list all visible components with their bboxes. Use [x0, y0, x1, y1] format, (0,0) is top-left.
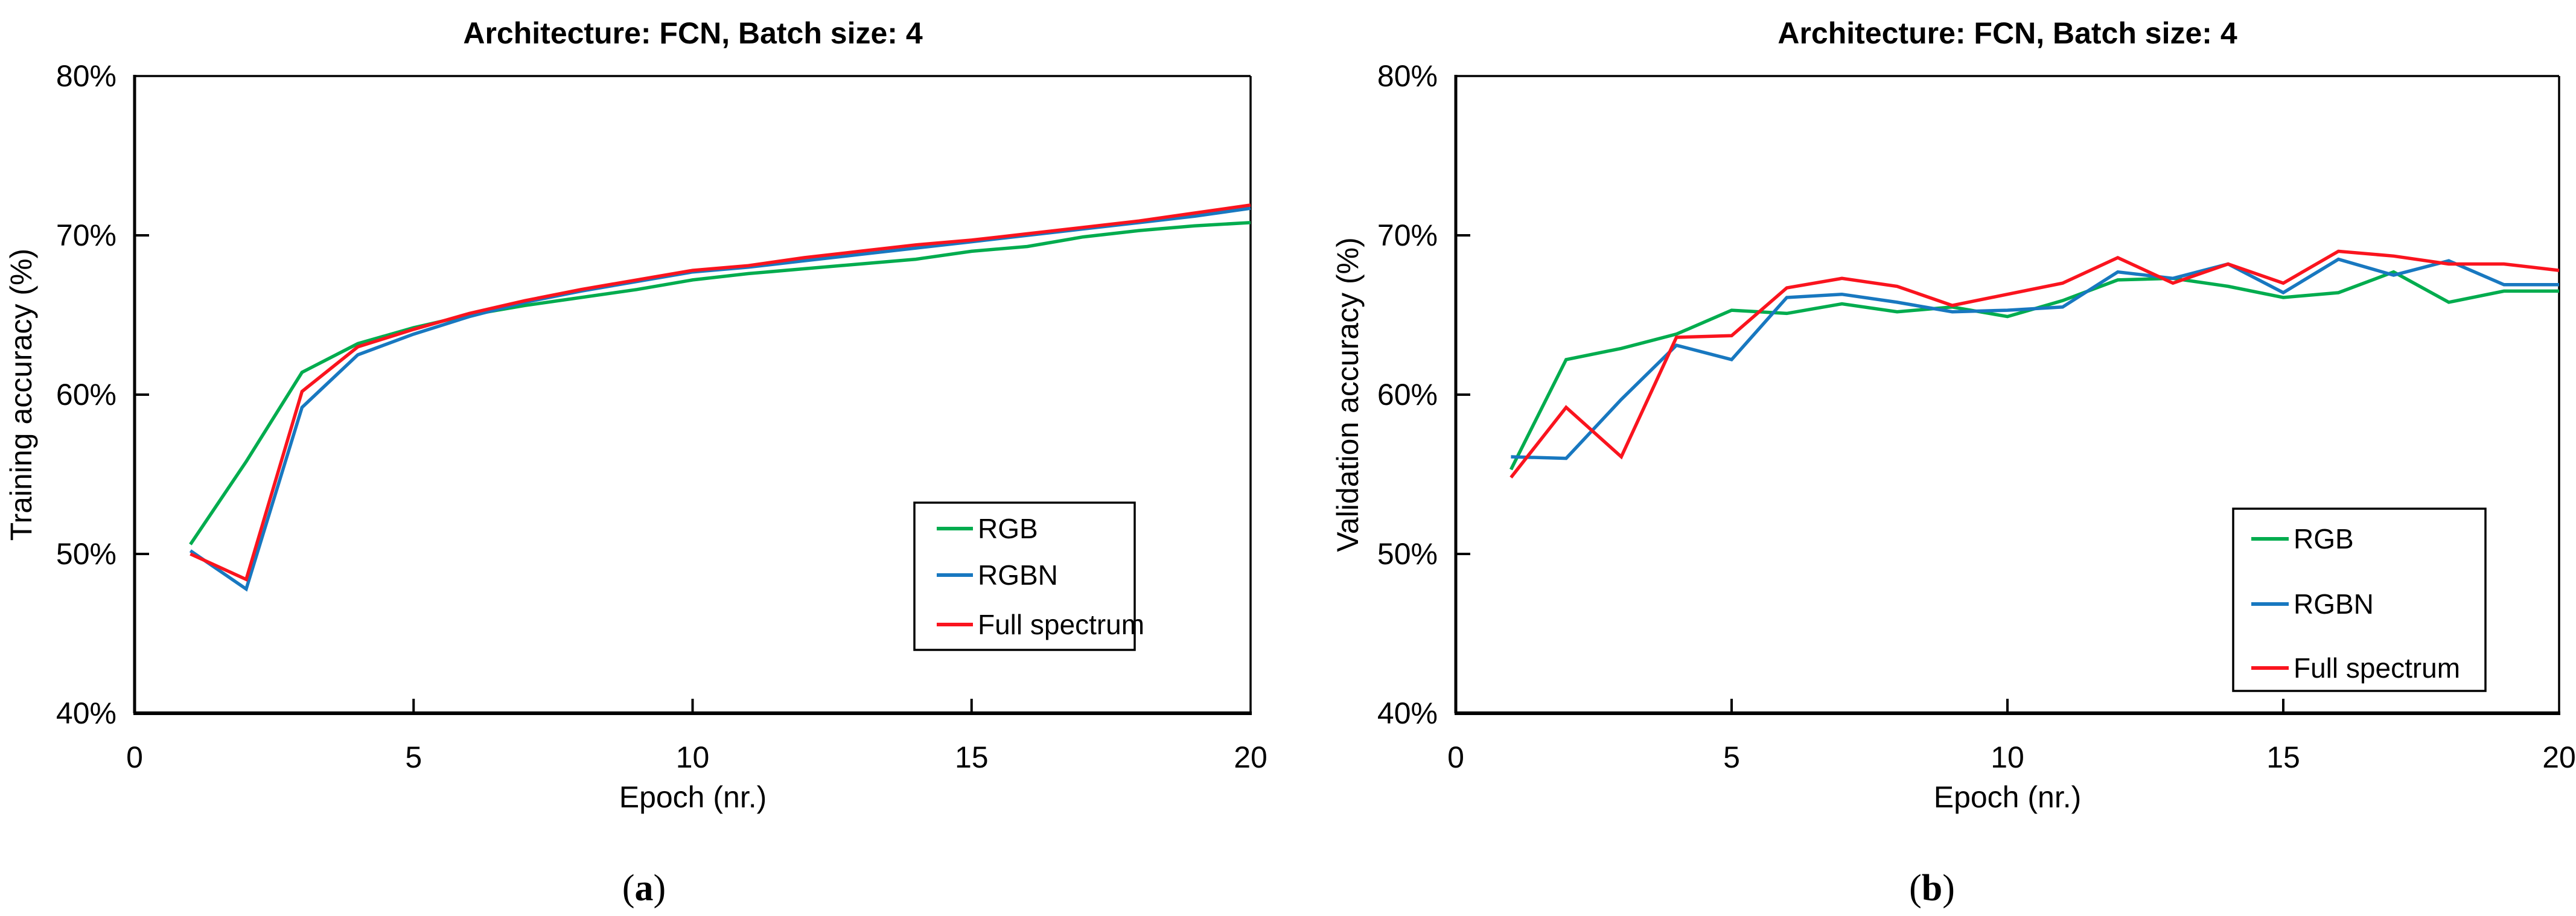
- series-lines: [1509, 249, 2560, 479]
- x-axis-title: Epoch (nr.): [1934, 780, 2082, 814]
- legend: RGB RGBN Full spectrum: [2232, 507, 2487, 692]
- y-tick-label: 60%: [56, 378, 116, 412]
- x-tick-label: 5: [405, 740, 422, 774]
- axis-ticks: 40% 50% 60% 70% 80% 0 5 10 15 20: [56, 59, 1267, 774]
- x-tick-label: 0: [1447, 740, 1464, 774]
- y-tick-label: 50%: [1377, 537, 1438, 571]
- x-tick-label: 20: [2542, 740, 2576, 774]
- x-axis-title: Epoch (nr.): [619, 780, 767, 814]
- x-tick-label: 15: [955, 740, 989, 774]
- caption-a: (a): [622, 868, 666, 909]
- legend-label: Full spectrum: [2294, 652, 2460, 684]
- y-tick-label: 40%: [56, 696, 116, 730]
- y-axis-title: Validation accuracy (%): [1331, 237, 1365, 552]
- x-tick-label: 10: [676, 740, 710, 774]
- series-line-full-spectrum: [190, 203, 1251, 582]
- y-tick-label: 60%: [1377, 378, 1438, 412]
- legend-label: RGB: [978, 513, 1038, 544]
- axis-ticks: 40% 50% 60% 70% 80% 0 5 10 15 20: [1377, 59, 2576, 774]
- x-tick-label: 20: [1234, 740, 1267, 774]
- y-axis-title: Training accuracy (%): [4, 249, 38, 541]
- plot-generated: 40% 50% 60% 70% 80% 0 5 10 15 20 RGB RGBN Full spect…: [1377, 59, 2576, 774]
- series-line-rgb: [1509, 270, 2559, 471]
- chart-title: Architecture: FCN, Batch size: 4: [1777, 16, 2237, 50]
- plot-generated: 40% 50% 60% 70% 80% 0 5 10 15 20 RGB RGBN Full spect…: [56, 59, 1267, 774]
- y-tick-label: 70%: [1377, 218, 1438, 252]
- training-chart-canvas: Architecture: FCN, Batch size: 4 Trainin…: [4, 16, 1267, 909]
- series-line-full-spectrum: [1510, 249, 2560, 479]
- legend-label: RGBN: [2294, 588, 2374, 620]
- validation-chart-canvas: Architecture: FCN, Batch size: 4 Validat…: [1331, 16, 2576, 909]
- x-tick-label: 0: [126, 740, 143, 774]
- x-tick-label: 5: [1723, 740, 1740, 774]
- panel-validation: Architecture: FCN, Batch size: 4 Validat…: [1288, 0, 2576, 916]
- series-lines: [189, 203, 1251, 592]
- series-line-rgb: [189, 221, 1251, 545]
- legend: RGB RGBN Full spectrum: [913, 501, 1144, 651]
- y-tick-label: 40%: [1377, 696, 1438, 730]
- y-tick-label: 80%: [56, 59, 116, 93]
- legend-label: RGBN: [978, 559, 1058, 591]
- y-tick-label: 80%: [1377, 59, 1438, 93]
- y-tick-label: 70%: [56, 218, 116, 252]
- y-tick-label: 50%: [56, 537, 116, 571]
- legend-label: Full spectrum: [978, 609, 1144, 640]
- x-tick-label: 15: [2266, 740, 2300, 774]
- chart-title: Architecture: FCN, Batch size: 4: [463, 16, 922, 50]
- x-tick-label: 10: [1991, 740, 2024, 774]
- caption-b: (b): [1909, 868, 1955, 909]
- panel-training: Architecture: FCN, Batch size: 4 Trainin…: [4, 16, 1267, 909]
- legend-label: RGB: [2294, 523, 2354, 555]
- series-line-rgbn: [1511, 257, 2559, 460]
